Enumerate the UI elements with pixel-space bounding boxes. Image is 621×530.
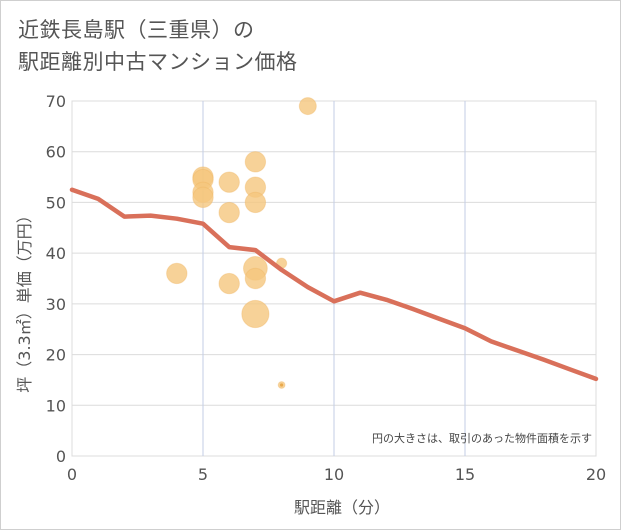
data-point: [241, 299, 270, 329]
y-tick-label: 70: [46, 92, 66, 111]
x-tick-labels: 0 5 10 15 20: [67, 465, 606, 484]
y-tick-label: 30: [46, 295, 66, 314]
y-tick-label: 10: [46, 396, 66, 415]
data-point: [218, 171, 240, 193]
y-tick-label: 60: [46, 143, 66, 162]
x-axis-label: 駅距離（分）: [294, 498, 390, 517]
size-note: 円の大きさは、取引のあった物件面積を示す: [372, 431, 592, 445]
y-tick-label: 40: [46, 244, 66, 263]
chart-title: 近鉄長島駅（三重県）の 駅距離別中古マンション価格: [18, 14, 298, 78]
grid-lines: [72, 101, 596, 456]
data-point: [244, 267, 267, 290]
data-point: [166, 262, 188, 285]
y-tick-label: 20: [46, 346, 66, 365]
chart-title-line2: 駅距離別中古マンション価格: [18, 50, 298, 74]
data-point: [192, 186, 214, 209]
bubble-series: [166, 97, 317, 389]
y-tick-label: 0: [56, 447, 66, 466]
data-point: [218, 272, 240, 295]
data-point: [298, 97, 317, 116]
data-point: [244, 191, 267, 214]
trend-line: [69, 187, 599, 382]
data-point: [244, 151, 267, 173]
x-tick-label: 0: [67, 465, 77, 484]
y-tick-labels: 0 10 20 30 40 50 60 70: [46, 92, 66, 466]
y-tick-label: 50: [46, 193, 66, 212]
x-tick-label: 5: [198, 465, 208, 484]
x-tick-label: 10: [324, 465, 344, 484]
data-point-center: [280, 383, 284, 387]
y-axis-label: 坪（3.3㎡）単価（万円）: [15, 207, 34, 392]
chart-title-line1: 近鉄長島駅（三重県）の: [18, 18, 255, 42]
x-tick-label: 15: [455, 465, 475, 484]
x-tick-label: 20: [586, 465, 606, 484]
data-point: [218, 201, 240, 224]
